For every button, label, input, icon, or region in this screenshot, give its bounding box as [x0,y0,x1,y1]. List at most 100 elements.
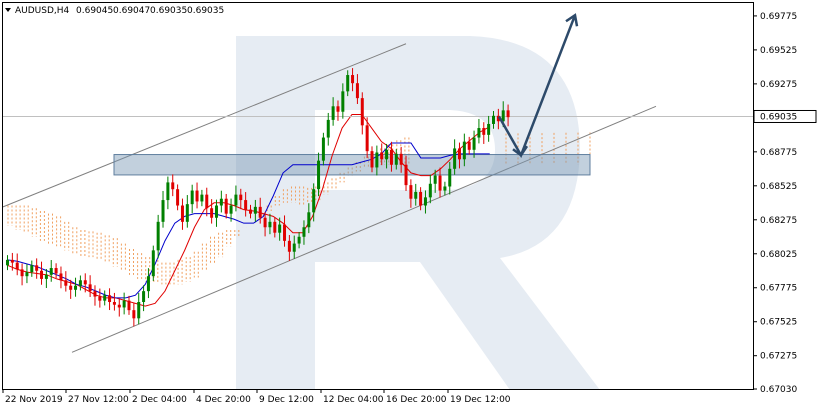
x-tick-label: 4 Dec 20:00 [196,395,251,405]
candle-body [122,300,126,308]
candle-body [239,194,243,201]
watermark-letter [236,36,600,390]
time-axis: 22 Nov 2019 27 Nov 12:00 2 Dec 04:00 4 Dec … [2,389,511,405]
candle-body [180,205,184,222]
forecast-arrowhead-down [512,145,529,158]
channel-lower-line[interactable] [71,105,657,353]
y-tick-label: 0.67775 [760,284,797,294]
candle-body [263,217,267,228]
candle-body [331,106,335,120]
candle-body [433,175,437,184]
candle-body [40,270,44,279]
ohlc-open: 0.69045 [76,6,113,16]
candle-body [423,197,427,206]
candle-body [487,123,491,135]
x-tick-label: 22 Nov 2019 [5,395,63,405]
ohlc-high: 0.69047 [113,6,150,16]
y-tick-label: 0.68025 [760,250,797,260]
candle-body [229,205,233,214]
candle-body [385,149,389,160]
candle-body [302,227,306,237]
candle-body [25,272,29,277]
candle-body [409,185,413,199]
candle-body [117,304,121,308]
candle-body [419,191,423,206]
candle-body [171,182,175,190]
candles [6,68,510,327]
candle-body [355,83,359,99]
price-axis: 0.69775 0.69525 0.69275 0.69035 0.68775 0.685… [753,12,817,395]
kijun-sen-line [7,142,490,299]
forecast-arrow [497,13,579,159]
candle-body [35,265,39,271]
candle-body [224,198,228,214]
candle-body [214,205,218,218]
x-tick-label: 19 Dec 12:00 [450,395,511,405]
candle-body [205,194,209,209]
candle-body [156,221,160,251]
candle-body [482,128,486,135]
tenkan-sen-line [7,113,490,307]
candle-body [161,200,165,222]
x-tick-label: 12 Dec 04:00 [323,395,384,405]
plot-frame [2,2,754,390]
candle-body [151,250,155,277]
candle-body [112,302,116,305]
trend-channel [2,43,657,353]
candle-body [312,189,316,213]
candle-body [321,137,325,161]
candle-body [467,141,471,150]
candle-body [326,119,330,138]
candle-body [54,268,58,274]
x-tick-label: 2 Dec 04:00 [132,395,187,405]
y-tick-label: 0.68775 [760,148,797,158]
candle-body [453,148,457,169]
candle-body [389,149,393,165]
candle-body [88,284,92,292]
candle-body [10,259,14,263]
candle-body [496,115,500,122]
candle-body [93,291,97,297]
candle-body [375,152,379,168]
candle-body [457,148,461,160]
y-tick-label: 0.68525 [760,182,797,192]
forecast-arrowhead-up [565,13,579,27]
candle-body [74,285,78,290]
candle-body [142,291,146,303]
candle-body [341,91,345,112]
candle-body [297,236,301,244]
watermark-logo [236,36,600,390]
y-tick-label: 0.67525 [760,318,797,328]
candle-body [258,206,262,218]
candle-body [166,182,170,201]
candle-body [132,310,136,319]
candle-body [200,194,204,202]
candle-body [438,175,442,191]
candle-body [6,259,9,266]
candle-body [292,243,296,252]
candle-body [360,98,364,126]
candle-body [501,110,505,122]
candle-body [234,194,238,206]
symbol-dropdown-icon[interactable] [5,8,11,12]
candle-body [443,186,447,191]
candle-body [15,262,19,270]
candle-body [98,296,102,301]
candle-body [273,221,277,233]
candle-body [78,280,82,286]
x-tick-label: 27 Nov 12:00 [68,395,129,405]
candle-body [287,240,291,252]
current-price-tag [753,109,817,123]
candle-body [380,152,384,160]
candle-body [462,141,466,160]
y-tick-label: 0.69525 [760,46,797,56]
channel-upper-line[interactable] [2,43,407,208]
candle-body [137,302,141,319]
y-tick-label: 0.67030 [760,385,797,395]
y-tick-label: 0.67275 [760,352,797,362]
candle-body [283,224,287,241]
candle-body [108,295,112,303]
y-tick-label: 0.68275 [760,216,797,226]
